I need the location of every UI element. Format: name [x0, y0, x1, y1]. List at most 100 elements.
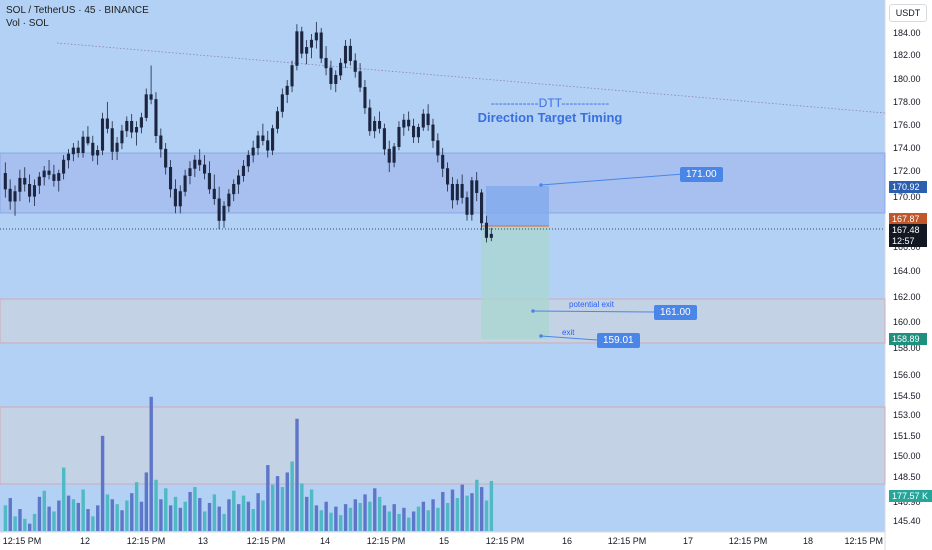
candle[interactable]	[47, 160, 51, 180]
candle[interactable]	[261, 123, 265, 146]
candle[interactable]	[251, 140, 255, 163]
candle[interactable]	[32, 179, 37, 207]
candle[interactable]	[42, 166, 46, 186]
candle[interactable]	[115, 136, 119, 160]
candle[interactable]	[324, 46, 328, 76]
candle[interactable]	[397, 121, 401, 151]
candle[interactable]	[52, 164, 56, 187]
candle[interactable]	[37, 172, 41, 194]
candle[interactable]	[280, 88, 284, 118]
position-stop-zone[interactable]	[481, 226, 549, 339]
candle[interactable]	[256, 130, 260, 156]
candle[interactable]	[465, 191, 469, 221]
candle[interactable]	[275, 106, 280, 134]
candle[interactable]	[363, 80, 367, 114]
candle[interactable]	[120, 124, 124, 150]
candle[interactable]	[241, 160, 245, 182]
candle[interactable]	[450, 176, 454, 209]
candle[interactable]	[86, 126, 90, 146]
candle[interactable]	[81, 130, 85, 158]
candle[interactable]	[212, 174, 216, 205]
candle[interactable]	[431, 118, 435, 148]
candle[interactable]	[91, 135, 95, 162]
candle[interactable]	[480, 189, 484, 231]
candle[interactable]	[334, 70, 338, 93]
candle[interactable]	[455, 179, 459, 205]
candle[interactable]	[436, 133, 440, 163]
chart-legend[interactable]: SOL / TetherUS · 45 · BINANCE Vol · SOL	[6, 4, 149, 30]
candle[interactable]	[76, 140, 80, 158]
candle[interactable]	[387, 140, 391, 173]
candle[interactable]	[339, 58, 343, 81]
candle[interactable]	[159, 128, 163, 158]
candle[interactable]	[71, 143, 75, 162]
candle[interactable]	[134, 121, 139, 146]
candle[interactable]	[168, 160, 173, 198]
candle[interactable]	[217, 186, 221, 230]
candle[interactable]	[309, 34, 314, 59]
candle[interactable]	[8, 179, 12, 210]
candle[interactable]	[139, 112, 143, 134]
candle[interactable]	[125, 116, 129, 137]
candle[interactable]	[28, 174, 32, 203]
candle[interactable]	[227, 189, 231, 213]
position-target-zone[interactable]	[486, 186, 549, 226]
candle[interactable]	[100, 112, 105, 156]
candle[interactable]	[353, 53, 357, 78]
candle[interactable]	[290, 60, 294, 93]
candle[interactable]	[246, 150, 250, 173]
candle[interactable]	[329, 60, 333, 90]
candle[interactable]	[188, 161, 192, 185]
candle[interactable]	[207, 161, 211, 194]
candlestick-series[interactable]	[3, 21, 493, 243]
candle[interactable]	[154, 92, 158, 144]
candle[interactable]	[319, 27, 323, 64]
candle[interactable]	[285, 80, 289, 104]
candle[interactable]	[314, 21, 318, 49]
candle[interactable]	[13, 185, 17, 216]
candle[interactable]	[489, 227, 493, 242]
candle[interactable]	[411, 118, 416, 144]
candle[interactable]	[460, 174, 464, 204]
candle[interactable]	[348, 38, 352, 66]
candle[interactable]	[475, 172, 479, 202]
candle[interactable]	[407, 111, 411, 131]
target-tag-161[interactable]: 161.00	[654, 305, 697, 320]
candle[interactable]	[368, 99, 372, 136]
candle[interactable]	[183, 169, 187, 197]
candle[interactable]	[23, 167, 27, 192]
candle[interactable]	[271, 124, 275, 156]
target-tag-171[interactable]: 171.00	[680, 167, 723, 182]
candle[interactable]	[343, 40, 348, 68]
candle[interactable]	[470, 176, 474, 221]
candle[interactable]	[416, 123, 420, 144]
target-tag-159[interactable]: 159.01	[597, 333, 640, 348]
candle[interactable]	[421, 109, 425, 131]
candle[interactable]	[130, 113, 134, 139]
symbol-title[interactable]: SOL / TetherUS · 45 · BINANCE	[6, 5, 149, 16]
candle[interactable]	[144, 88, 148, 122]
dtt-annotation[interactable]: ------------DTT------------ Direction Ta…	[475, 96, 625, 125]
candle[interactable]	[110, 121, 114, 160]
candle[interactable]	[484, 215, 488, 243]
candle[interactable]	[266, 130, 270, 158]
candle[interactable]	[402, 113, 406, 136]
candle[interactable]	[305, 40, 309, 65]
candle[interactable]	[164, 143, 168, 175]
candle[interactable]	[300, 26, 304, 59]
candle[interactable]	[3, 162, 7, 198]
candle[interactable]	[373, 116, 377, 139]
candle[interactable]	[441, 147, 445, 177]
candle[interactable]	[382, 123, 386, 156]
candle[interactable]	[392, 143, 396, 168]
candle[interactable]	[193, 155, 197, 177]
candle[interactable]	[178, 185, 182, 214]
candle[interactable]	[222, 201, 226, 228]
candle[interactable]	[426, 104, 430, 131]
candle[interactable]	[96, 145, 100, 165]
candle[interactable]	[446, 162, 450, 192]
candle[interactable]	[198, 149, 202, 171]
candle[interactable]	[358, 63, 362, 93]
candle[interactable]	[149, 65, 153, 105]
